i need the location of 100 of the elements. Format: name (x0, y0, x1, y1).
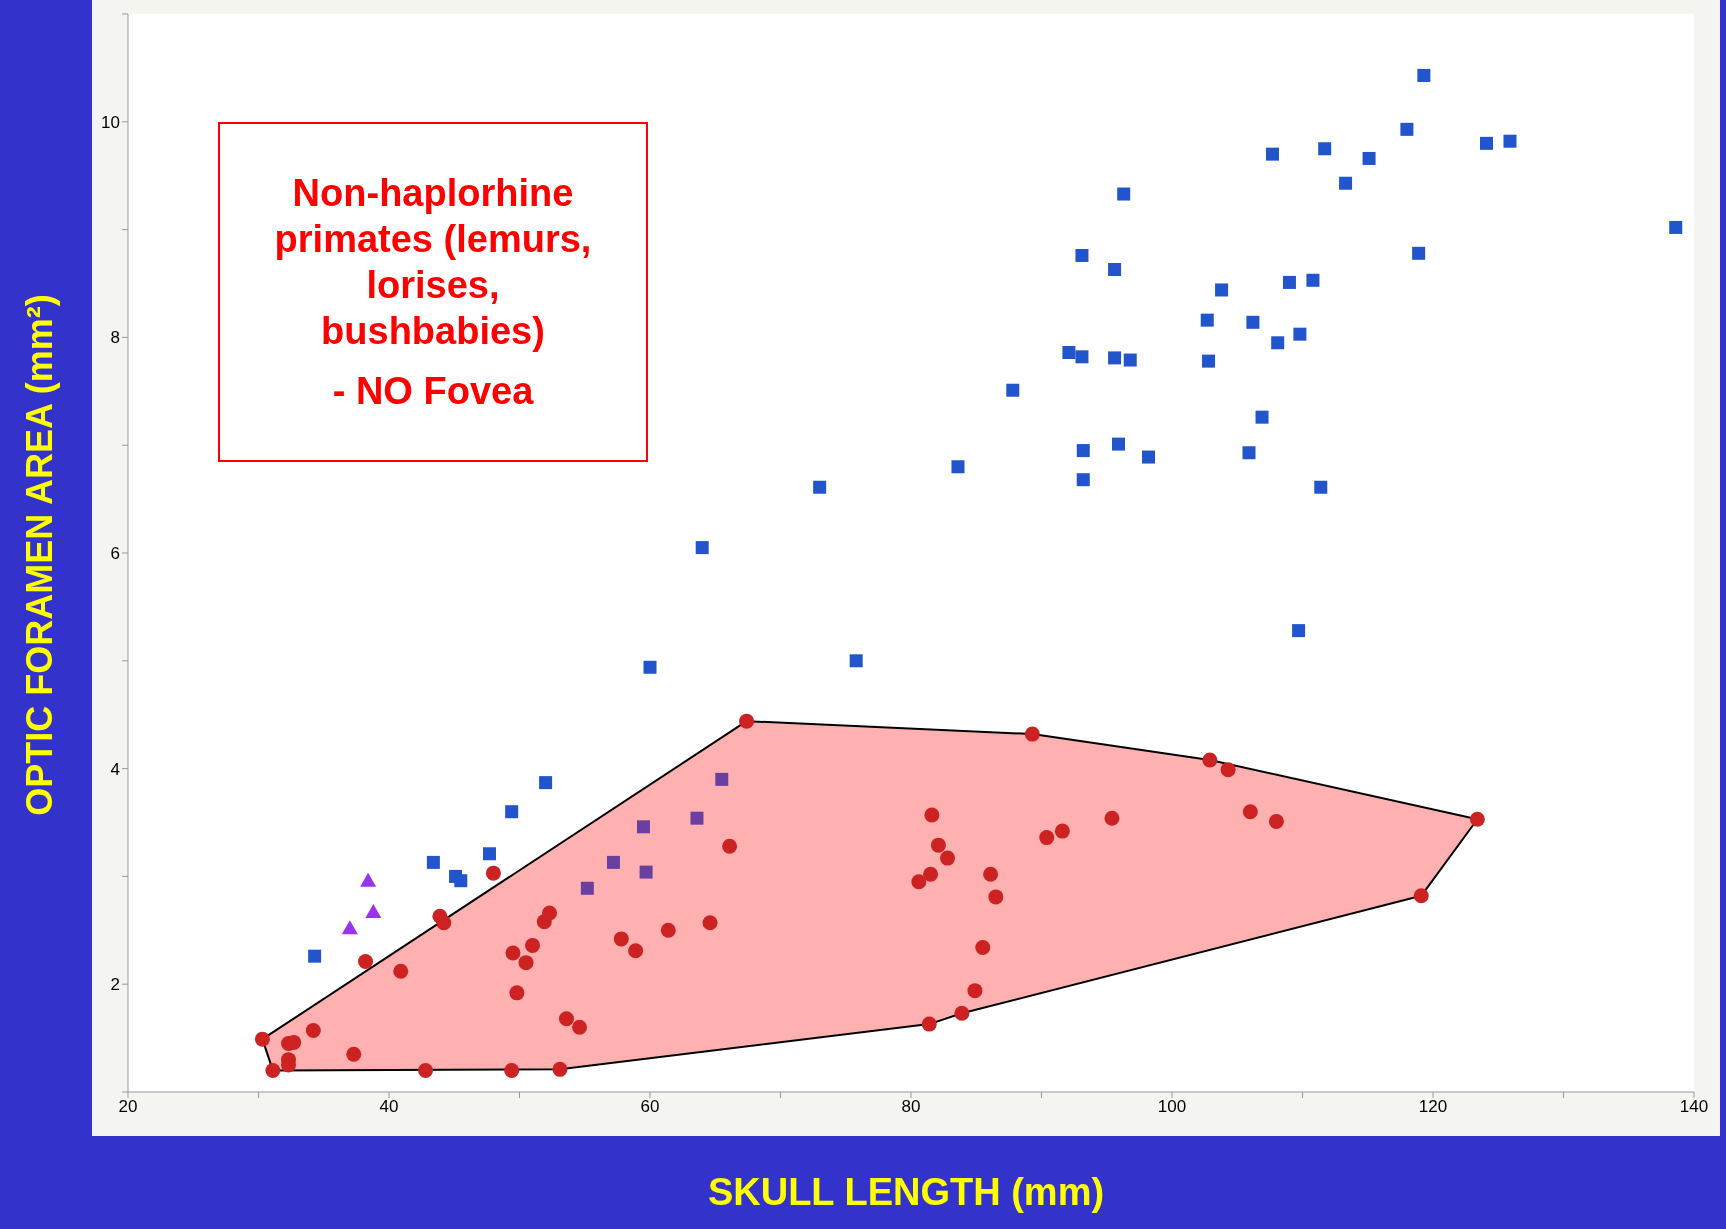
point (975, 940, 991, 956)
point (643, 660, 657, 674)
point (572, 1019, 588, 1035)
note-frame: Non-haplorhine primates (lemurs, lorises, bushbabies) - NO Fovea (218, 122, 648, 462)
point (924, 807, 940, 823)
point (1039, 830, 1055, 846)
point (1469, 811, 1485, 827)
point (509, 985, 525, 1001)
point (1339, 176, 1353, 190)
annotation: Non-haplorhine primates (lemurs, lorises, bushbabies) (273, 171, 593, 354)
point (505, 945, 521, 961)
point (1255, 410, 1269, 424)
point (1503, 134, 1517, 148)
point (1024, 726, 1040, 742)
x-tick-label: 40 (379, 1097, 399, 1117)
point (1104, 810, 1120, 826)
point (988, 889, 1004, 905)
point (1202, 354, 1216, 368)
point (911, 874, 927, 890)
point (606, 855, 620, 869)
point (639, 865, 653, 879)
point (1242, 446, 1256, 460)
point (341, 920, 358, 935)
point (930, 837, 946, 853)
point (1318, 142, 1332, 156)
point (1200, 313, 1214, 327)
point (1362, 151, 1376, 165)
annotation: - NO Fovea (331, 369, 535, 414)
point (983, 866, 999, 882)
point (628, 943, 644, 959)
point (358, 954, 374, 970)
point (1306, 273, 1320, 287)
point (539, 776, 553, 790)
point (580, 881, 594, 895)
point (940, 850, 956, 866)
point (552, 1061, 568, 1077)
point (1117, 187, 1131, 201)
point (504, 1062, 520, 1078)
x-tick-label: 60 (640, 1097, 660, 1117)
point (1265, 147, 1279, 161)
point (1075, 350, 1089, 364)
point (951, 460, 965, 474)
point (1271, 336, 1285, 350)
point (518, 955, 534, 971)
y-tick-label: 4 (110, 759, 120, 779)
point (360, 872, 377, 887)
point (1417, 68, 1431, 82)
point (1076, 473, 1090, 487)
point (921, 1016, 937, 1032)
point (365, 903, 382, 918)
y-tick-label: 6 (110, 544, 120, 564)
point (265, 1062, 281, 1078)
point (923, 866, 939, 882)
point (1075, 248, 1089, 262)
point (1480, 136, 1494, 150)
point (1268, 813, 1284, 829)
point (1108, 262, 1122, 276)
x-tick-label: 80 (901, 1097, 921, 1117)
point (1215, 283, 1229, 297)
point (1054, 823, 1070, 839)
point (1412, 246, 1426, 260)
point (1108, 351, 1122, 365)
point (813, 480, 827, 494)
point (1123, 353, 1137, 367)
point (695, 541, 709, 555)
point (1220, 762, 1236, 778)
y-tick-label: 8 (110, 328, 120, 348)
point (1006, 383, 1020, 397)
point (1282, 275, 1296, 289)
point (393, 963, 409, 979)
point (505, 805, 519, 819)
point (954, 1005, 970, 1021)
point (1413, 888, 1429, 904)
point (1246, 315, 1260, 329)
point (418, 1062, 434, 1078)
point (1242, 804, 1258, 820)
point (613, 931, 629, 947)
point (254, 1031, 270, 1047)
point (660, 922, 676, 938)
point (967, 983, 983, 999)
x-tick-label: 140 (1679, 1097, 1709, 1117)
point (1202, 752, 1218, 768)
point (1293, 327, 1307, 341)
point (346, 1046, 362, 1062)
point (305, 1023, 321, 1039)
point (482, 847, 496, 861)
point (715, 772, 729, 786)
point (485, 865, 501, 881)
point (525, 937, 541, 953)
point (739, 713, 755, 729)
x-axis-title: SKULL LENGTH (mm) (707, 1170, 1105, 1214)
point (426, 855, 440, 869)
y-tick-label: 10 (101, 112, 120, 132)
point (1292, 624, 1306, 638)
x-tick-label: 20 (118, 1097, 138, 1117)
point (702, 915, 718, 931)
point (1111, 437, 1125, 451)
point (558, 1011, 574, 1027)
point (1669, 220, 1683, 234)
point (722, 838, 738, 854)
